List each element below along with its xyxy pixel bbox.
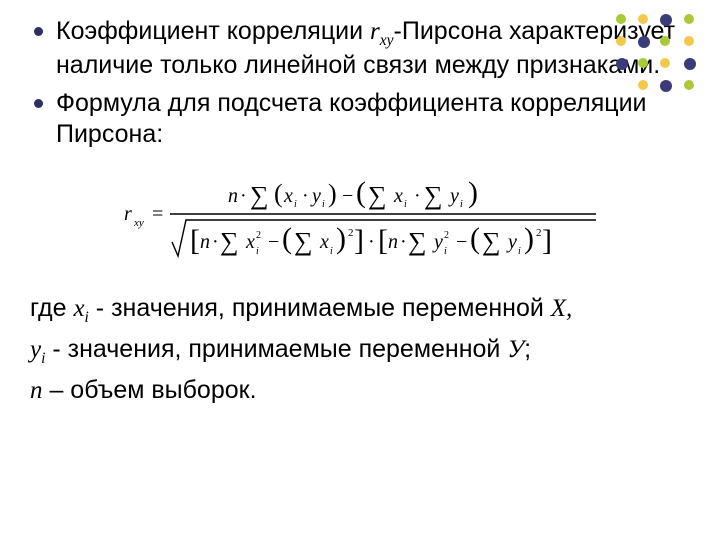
svg-text:∑: ∑ (408, 227, 427, 256)
svg-text:i: i (256, 246, 259, 257)
svg-text:−: − (268, 231, 279, 253)
svg-text:2: 2 (256, 230, 261, 241)
svg-text:2: 2 (444, 230, 449, 241)
bullet1-sub: xy (380, 32, 394, 49)
svg-text:): ) (468, 176, 478, 209)
svg-text:[: [ (378, 224, 388, 257)
def2-end: ; (524, 335, 531, 363)
svg-text:x: x (393, 185, 403, 207)
svg-text:(: ( (282, 222, 292, 255)
svg-text:n: n (388, 231, 398, 253)
svg-text:·: · (212, 231, 219, 253)
deco-dot (638, 58, 648, 68)
svg-text:i: i (330, 246, 333, 257)
def3-text: – объем выборок. (43, 376, 257, 404)
svg-text:x: x (283, 185, 293, 207)
svg-text:i: i (518, 246, 521, 257)
formula-block: r xy = n · ∑ ( xi · yi ) − (28, 168, 692, 264)
deco-dot (660, 14, 672, 26)
def1-var: x (73, 295, 84, 322)
svg-text:2: 2 (348, 227, 354, 239)
svg-text:i: i (404, 199, 407, 210)
def-line-3: n – объем выборок. (30, 374, 692, 408)
svg-text:(: ( (470, 222, 480, 255)
deco-dot (684, 80, 694, 90)
deco-dot (616, 58, 628, 70)
svg-text:(: ( (274, 179, 283, 208)
svg-text:∑: ∑ (220, 227, 239, 256)
deco-dot (660, 80, 672, 92)
deco-dot (616, 36, 626, 46)
deco-dot (684, 58, 696, 70)
deco-dot (638, 14, 648, 24)
svg-text:i: i (294, 199, 297, 210)
svg-text:x: x (245, 231, 255, 253)
svg-text:x: x (319, 231, 329, 253)
bullet-item-2: Формула для подсчета коэффициента коррел… (28, 88, 692, 151)
bullet2-text: Формула для подсчета коэффициента коррел… (56, 89, 647, 148)
svg-text:y: y (506, 231, 517, 253)
def2-mid: - значения, принимаемые переменной (45, 335, 507, 363)
def-line-2: yi - значения, принимаемые переменной У; (30, 333, 692, 370)
def1-prefix: где (30, 294, 73, 322)
svg-text:i: i (444, 246, 447, 257)
svg-text:]: ] (354, 224, 364, 257)
svg-text:2: 2 (536, 227, 542, 239)
deco-dot (660, 58, 670, 68)
def-line-1: где xi - значения, принимаемые переменно… (30, 292, 692, 329)
corner-dots-decoration (616, 14, 706, 104)
deco-dot (638, 36, 650, 48)
svg-text:∑: ∑ (424, 181, 443, 210)
svg-text:·: · (302, 185, 309, 207)
svg-text:=: = (152, 203, 163, 225)
svg-text:y: y (432, 231, 443, 253)
svg-text:): ) (336, 222, 346, 255)
svg-text:): ) (328, 179, 337, 208)
svg-text:∑: ∑ (482, 227, 501, 256)
svg-text:(: ( (356, 176, 366, 209)
formula-svg: r xy = n · ∑ ( xi · yi ) − (120, 168, 600, 264)
def3-var: n (30, 377, 43, 404)
svg-text:·: · (368, 231, 375, 253)
bullet1-var: r (370, 18, 380, 45)
svg-text:i: i (322, 199, 325, 210)
def1-mid: - значения, принимаемые переменной (89, 294, 551, 322)
svg-text:[: [ (190, 224, 200, 257)
svg-text:·: · (400, 231, 407, 253)
svg-text:·: · (240, 185, 247, 207)
def2-name: У (507, 336, 524, 363)
svg-text:r: r (124, 203, 132, 225)
svg-text:n: n (228, 185, 238, 207)
svg-text:∑: ∑ (250, 181, 269, 210)
definitions: где xi - значения, принимаемые переменно… (28, 292, 692, 408)
deco-dot (616, 14, 626, 24)
svg-text:−: − (342, 185, 353, 207)
bullet1-prefix: Коэффициент корреляции (56, 17, 370, 45)
svg-text:−: − (456, 231, 467, 253)
svg-text:i: i (460, 199, 463, 210)
svg-text:): ) (524, 222, 534, 255)
svg-text:∑: ∑ (294, 227, 313, 256)
slide: Коэффициент корреляции rxy-Пирсона харак… (0, 0, 720, 540)
deco-dot (684, 14, 694, 24)
svg-text:xy: xy (133, 217, 144, 229)
svg-text:]: ] (542, 224, 552, 257)
deco-dot (660, 36, 670, 46)
svg-text:·: · (414, 185, 421, 207)
svg-text:n: n (200, 231, 210, 253)
svg-text:y: y (310, 185, 321, 207)
deco-dot (638, 80, 648, 90)
deco-dot (684, 36, 694, 46)
bullet-item-1: Коэффициент корреляции rxy-Пирсона харак… (28, 16, 692, 82)
def1-name: X, (551, 295, 573, 322)
svg-text:∑: ∑ (368, 181, 387, 210)
svg-text:y: y (448, 185, 459, 207)
def2-var: y (30, 336, 41, 363)
bullet-list: Коэффициент корреляции rxy-Пирсона харак… (28, 16, 692, 150)
